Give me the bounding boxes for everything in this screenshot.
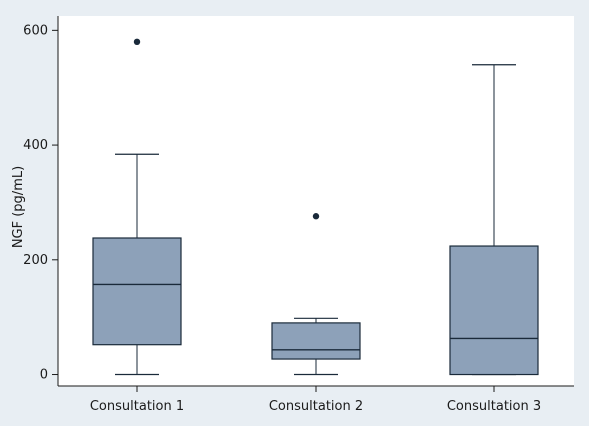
axis-layer <box>52 16 574 392</box>
boxes-layer <box>92 38 539 376</box>
iqr-box <box>449 245 539 376</box>
iqr-box <box>92 237 182 346</box>
y-axis-title: NGF (pg/mL) <box>11 166 26 248</box>
labels-layer: 0 200 400 600 Consultation 1 Consultation 2 Co… <box>23 23 541 414</box>
y-tick-label: 600 <box>23 23 48 38</box>
y-tick-label: 0 <box>40 368 48 383</box>
category-label: Consultation 3 <box>447 399 541 414</box>
outlier-point <box>312 213 320 220</box>
iqr-box <box>271 322 361 360</box>
category-label: Consultation 2 <box>269 399 363 414</box>
category-label: Consultation 1 <box>90 399 184 414</box>
box-group <box>271 213 361 376</box>
box-group <box>92 38 182 376</box>
y-tick-label: 400 <box>23 138 48 153</box>
y-tick-label: 200 <box>23 253 48 268</box>
outlier-point <box>133 38 141 46</box>
box-group <box>449 64 539 376</box>
